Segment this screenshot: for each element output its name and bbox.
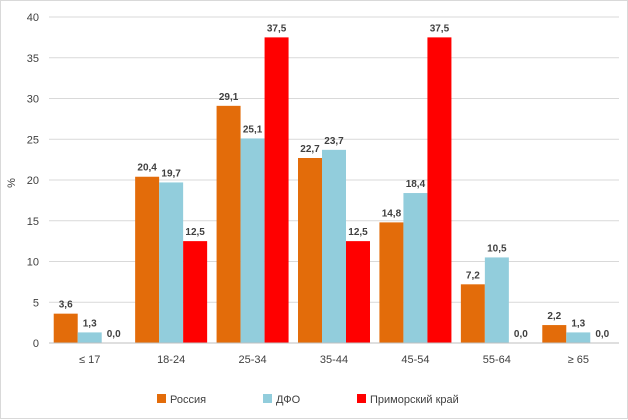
bar bbox=[379, 222, 404, 343]
data-label: 29,1 bbox=[219, 92, 239, 103]
data-labels: 3,6 1,3 0,0 20,4 19,7 12,5 29,1 25,1 37,5 22,7 23,… bbox=[59, 23, 610, 340]
legend-swatch bbox=[357, 394, 366, 403]
bar bbox=[135, 176, 160, 343]
bar bbox=[240, 138, 265, 343]
bar bbox=[566, 332, 591, 343]
x-tick-label: ≤ 17 bbox=[79, 354, 100, 366]
bar bbox=[346, 241, 370, 343]
data-label: 18,4 bbox=[406, 179, 426, 190]
y-tick-label: 25 bbox=[27, 134, 39, 146]
data-label: 22,7 bbox=[300, 144, 320, 155]
x-tick-label: 25-34 bbox=[239, 354, 267, 366]
bar bbox=[159, 182, 184, 343]
legend-label: ДФО bbox=[276, 394, 301, 406]
y-tick-label: 10 bbox=[27, 257, 39, 269]
data-label: 7,2 bbox=[466, 270, 480, 281]
data-label: 2,2 bbox=[547, 311, 561, 322]
bar bbox=[53, 313, 78, 343]
data-label: 0,0 bbox=[514, 329, 528, 340]
y-axis-title: % bbox=[6, 178, 18, 188]
bar bbox=[460, 284, 485, 343]
bar bbox=[484, 257, 509, 343]
data-label: 0,0 bbox=[107, 329, 121, 340]
axes: 0 5 10 15 20 25 30 35 40% ≤ 17 18-24 25-34 35-44 45-5… bbox=[6, 12, 619, 366]
y-tick-label: 40 bbox=[27, 12, 39, 24]
data-label: 0,0 bbox=[595, 329, 609, 340]
data-label: 37,5 bbox=[267, 23, 287, 34]
data-label: 1,3 bbox=[83, 318, 97, 329]
legend-label: Россия bbox=[170, 394, 206, 406]
bar bbox=[77, 332, 102, 343]
legend-label: Приморский край bbox=[370, 394, 459, 406]
y-tick-label: 0 bbox=[33, 338, 39, 350]
data-label: 25,1 bbox=[243, 124, 263, 135]
bar bbox=[264, 37, 289, 343]
y-tick-label: 35 bbox=[27, 53, 39, 65]
data-label: 1,3 bbox=[571, 318, 585, 329]
y-tick-label: 20 bbox=[27, 175, 39, 187]
x-tick-label: 55-64 bbox=[483, 354, 511, 366]
bar bbox=[403, 193, 428, 343]
bar bbox=[322, 149, 346, 343]
x-tick-label: 45-54 bbox=[401, 354, 429, 366]
bar bbox=[542, 325, 567, 343]
data-label: 10,5 bbox=[487, 243, 507, 254]
data-label: 12,5 bbox=[348, 227, 368, 238]
y-tick-label: 15 bbox=[27, 216, 39, 228]
bar bbox=[183, 241, 208, 343]
data-label: 14,8 bbox=[382, 208, 402, 219]
x-tick-label: 35-44 bbox=[320, 354, 348, 366]
bar bbox=[427, 37, 452, 343]
y-tick-label: 5 bbox=[33, 297, 39, 309]
x-tick-label: 18-24 bbox=[157, 354, 185, 366]
data-label: 19,7 bbox=[161, 168, 181, 179]
data-label: 37,5 bbox=[430, 23, 450, 34]
y-tick-label: 30 bbox=[27, 94, 39, 106]
data-label: 23,7 bbox=[324, 136, 344, 147]
data-label: 3,6 bbox=[59, 300, 73, 311]
legend-swatch bbox=[263, 394, 272, 403]
data-label: 12,5 bbox=[185, 227, 205, 238]
legend-swatch bbox=[157, 394, 166, 403]
data-label: 20,4 bbox=[137, 163, 157, 174]
legend: Россия ДФО Приморский край bbox=[157, 394, 459, 406]
bar bbox=[298, 157, 322, 343]
x-tick-label: ≥ 65 bbox=[568, 354, 589, 366]
bars bbox=[53, 37, 591, 344]
bar bbox=[216, 105, 241, 344]
